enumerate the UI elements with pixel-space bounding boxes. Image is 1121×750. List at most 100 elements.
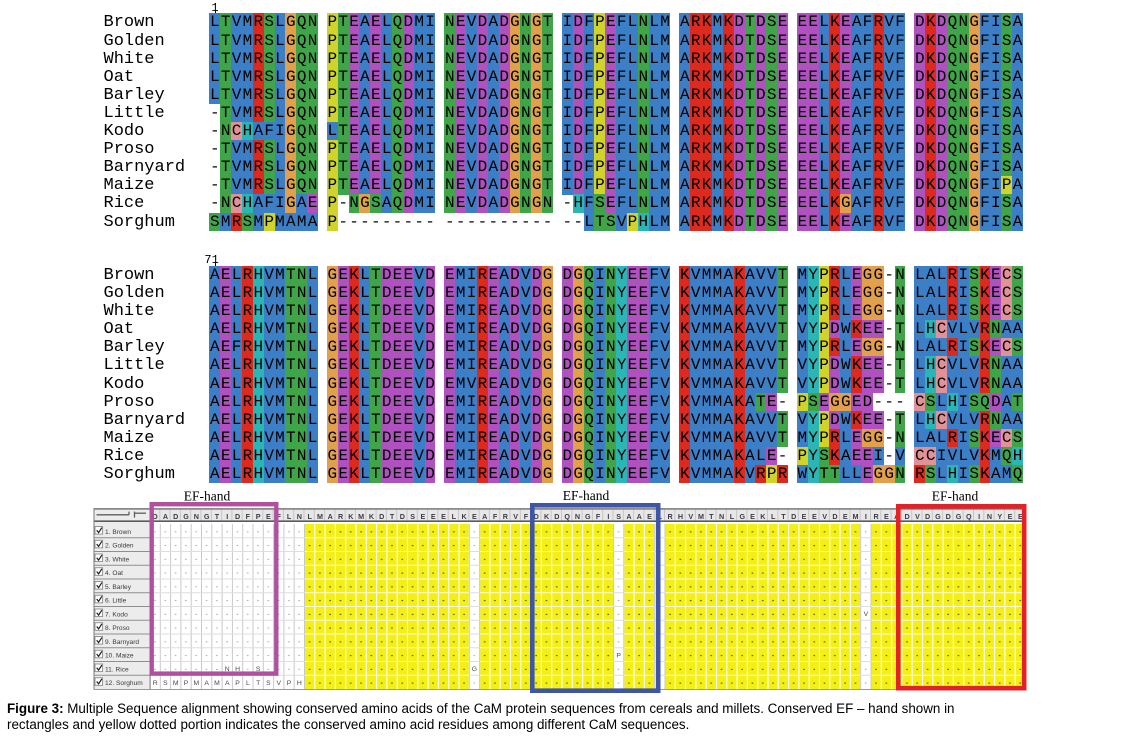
- svg-text:I: I: [978, 512, 980, 521]
- svg-text:L: L: [771, 512, 776, 521]
- svg-text:E: E: [472, 512, 477, 521]
- svg-text:M: M: [853, 512, 859, 521]
- svg-text:R: R: [153, 680, 158, 687]
- svg-text:R: R: [503, 512, 509, 521]
- svg-text:L: L: [307, 512, 312, 521]
- svg-text:D: D: [554, 512, 559, 521]
- svg-text:3. White: 3. White: [105, 556, 130, 563]
- svg-text:R: R: [668, 512, 674, 521]
- svg-text:F: F: [277, 512, 282, 521]
- svg-text:V: V: [864, 611, 869, 618]
- svg-text:E: E: [884, 512, 889, 521]
- svg-text:D: D: [173, 512, 178, 521]
- svg-text:G: G: [472, 666, 477, 673]
- svg-text:K: K: [462, 512, 468, 521]
- svg-text:E: E: [421, 512, 426, 521]
- svg-text:E: E: [647, 512, 652, 521]
- svg-text:G: G: [935, 512, 941, 521]
- svg-text:L: L: [287, 512, 292, 521]
- svg-text:F: F: [493, 512, 498, 521]
- svg-text:K: K: [348, 512, 354, 521]
- svg-text:Q: Q: [966, 512, 972, 521]
- svg-text:D: D: [904, 512, 909, 521]
- svg-text:E: E: [431, 512, 436, 521]
- svg-text:E: E: [1008, 512, 1013, 521]
- svg-text:E: E: [812, 512, 817, 521]
- svg-text:N: N: [987, 512, 992, 521]
- svg-text:I: I: [607, 512, 609, 521]
- svg-text:K: K: [760, 512, 766, 521]
- svg-text:Y: Y: [997, 512, 1002, 521]
- svg-text:A: A: [328, 512, 333, 521]
- svg-text:S: S: [256, 666, 261, 673]
- svg-text:D: D: [946, 512, 951, 521]
- svg-text:V: V: [513, 512, 518, 521]
- svg-text:8. Proso: 8. Proso: [105, 625, 130, 632]
- svg-text:S: S: [616, 512, 621, 521]
- svg-text:T: T: [256, 680, 260, 687]
- svg-text:Q: Q: [564, 512, 570, 521]
- svg-text:EF-hand: EF-hand: [932, 488, 979, 503]
- svg-text:A: A: [482, 512, 487, 521]
- svg-text:D: D: [235, 512, 240, 521]
- svg-text:F: F: [596, 512, 601, 521]
- svg-text:L: L: [730, 512, 735, 521]
- svg-text:G: G: [739, 512, 745, 521]
- svg-text:V: V: [688, 512, 693, 521]
- svg-text:V: V: [276, 680, 281, 687]
- svg-text:N: N: [225, 666, 230, 673]
- svg-text:L: L: [452, 512, 457, 521]
- svg-text:T: T: [390, 512, 395, 521]
- svg-text:6. Little: 6. Little: [105, 598, 127, 605]
- svg-text:V: V: [822, 512, 827, 521]
- svg-text:A: A: [626, 512, 631, 521]
- svg-text:G: G: [585, 512, 591, 521]
- svg-text:R: R: [338, 512, 344, 521]
- svg-text:E: E: [266, 512, 271, 521]
- svg-text:D: D: [832, 512, 837, 521]
- svg-text:S: S: [266, 680, 271, 687]
- svg-text:M: M: [173, 680, 179, 687]
- svg-text:H: H: [235, 666, 240, 673]
- svg-text:P: P: [287, 680, 292, 687]
- svg-text:N: N: [575, 512, 580, 521]
- svg-text:D: D: [379, 512, 384, 521]
- svg-text:K: K: [544, 512, 550, 521]
- svg-text:D: D: [791, 512, 796, 521]
- svg-text:T: T: [215, 512, 220, 521]
- svg-text:A: A: [204, 680, 209, 687]
- svg-text:R: R: [874, 512, 880, 521]
- svg-text:9. Barnyard: 9. Barnyard: [105, 639, 139, 646]
- svg-text:M: M: [194, 680, 200, 687]
- svg-text:E: E: [750, 512, 755, 521]
- svg-text:H: H: [678, 512, 683, 521]
- svg-text:G: G: [183, 512, 189, 521]
- svg-text:10. Maize: 10. Maize: [105, 653, 134, 660]
- svg-text:D: D: [925, 512, 930, 521]
- svg-text:E: E: [441, 512, 446, 521]
- svg-text:D: D: [400, 512, 405, 521]
- svg-text:M: M: [358, 512, 364, 521]
- svg-text:S: S: [163, 680, 168, 687]
- svg-text:T: T: [709, 512, 714, 521]
- svg-text:D: D: [534, 512, 539, 521]
- svg-text:E: E: [1018, 512, 1023, 521]
- svg-text:A: A: [163, 512, 168, 521]
- svg-text:N: N: [719, 512, 724, 521]
- svg-text:F: F: [524, 512, 529, 521]
- svg-text:M: M: [698, 512, 704, 521]
- svg-text:F: F: [246, 512, 251, 521]
- svg-text:N: N: [194, 512, 199, 521]
- svg-text:EF-hand: EF-hand: [184, 488, 231, 503]
- svg-text:P: P: [616, 652, 621, 659]
- svg-text:M: M: [214, 680, 220, 687]
- svg-text:K: K: [369, 512, 375, 521]
- svg-text:G: G: [204, 512, 210, 521]
- svg-text:I: I: [226, 512, 228, 521]
- svg-text:D: D: [153, 512, 158, 521]
- svg-text:P: P: [256, 512, 261, 521]
- svg-text:M: M: [317, 512, 323, 521]
- svg-text:-: -: [216, 666, 218, 673]
- svg-text:T: T: [781, 512, 786, 521]
- svg-text:L: L: [246, 680, 250, 687]
